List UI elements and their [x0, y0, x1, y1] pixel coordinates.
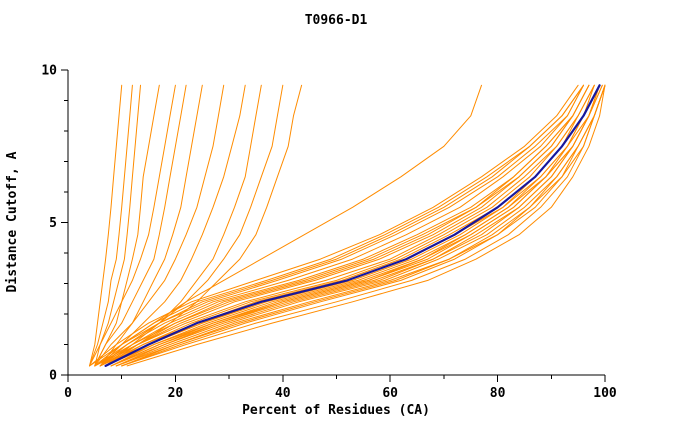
model-series-line [126, 84, 606, 367]
model-series-line [94, 84, 141, 367]
model-series-line [110, 84, 601, 367]
model-series-line [99, 84, 246, 367]
x-tick-label: 20 [168, 386, 184, 401]
model-series-line [89, 84, 133, 367]
model-series-line [94, 84, 590, 367]
series-layer [89, 84, 606, 367]
model-series-line [94, 84, 584, 367]
model-series-line [105, 84, 303, 367]
model-series-line [89, 84, 579, 367]
x-tick-label: 80 [490, 386, 506, 401]
model-series-line [94, 84, 225, 367]
chart-title: T0966-D1 [305, 13, 368, 28]
y-axis-label: Distance Cutoff, A [5, 151, 20, 292]
highlight-series-line [104, 84, 601, 367]
x-tick-label: 40 [275, 386, 291, 401]
y-tick-label: 10 [41, 64, 57, 79]
model-series-line [94, 84, 160, 367]
model-series-line [99, 84, 595, 367]
model-series-line [89, 84, 176, 367]
y-tick-label: 0 [49, 369, 57, 384]
x-tick-label: 60 [382, 386, 398, 401]
model-series-line [94, 84, 584, 367]
model-series-line [105, 84, 601, 367]
model-series-line [121, 84, 606, 367]
x-tick-label: 100 [593, 386, 617, 401]
x-axis-label: Percent of Residues (CA) [242, 403, 430, 418]
model-series-line [99, 84, 584, 367]
x-tick-label: 0 [64, 386, 72, 401]
model-series-line [99, 84, 203, 367]
model-series-line [89, 84, 123, 367]
model-series-line [121, 84, 606, 367]
y-tick-label: 5 [49, 216, 57, 231]
model-series-line [110, 84, 601, 367]
model-series-line [94, 84, 187, 367]
model-series-line [105, 84, 590, 367]
